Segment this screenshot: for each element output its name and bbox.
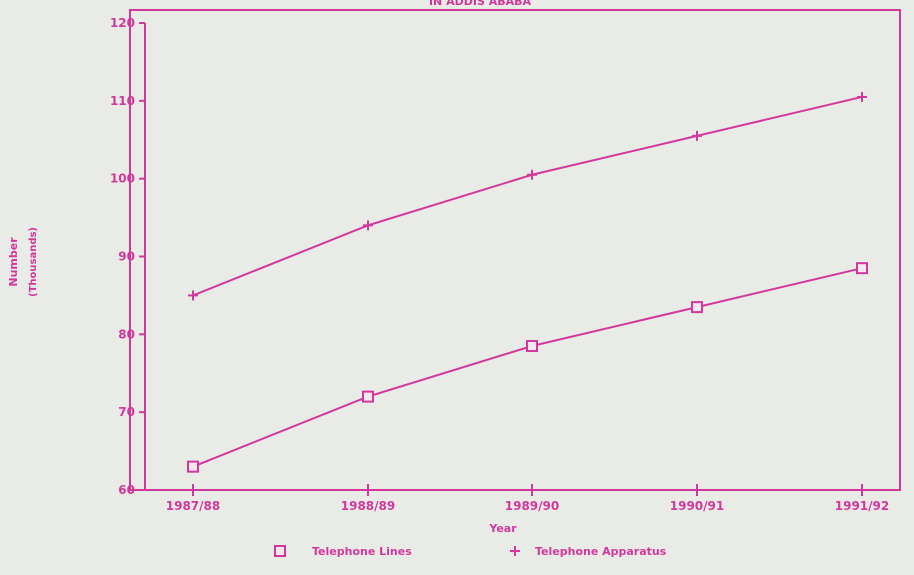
legend-label: Telephone Apparatus bbox=[535, 545, 667, 558]
data-point bbox=[363, 220, 373, 231]
chart-title: IN ADDIS ABABA bbox=[429, 0, 532, 8]
data-point bbox=[691, 301, 703, 314]
y-tick-label: 80 bbox=[118, 327, 135, 341]
legend: Telephone Lines Telephone Apparatus bbox=[274, 545, 667, 558]
data-point bbox=[856, 262, 868, 275]
data-point bbox=[526, 340, 538, 353]
y-axis: 60 70 80 90 100 110 120 bbox=[110, 16, 146, 497]
x-axis-label: Year bbox=[488, 522, 517, 535]
legend-marker bbox=[274, 545, 286, 557]
y-axis-label: Number bbox=[7, 237, 20, 287]
legend-marker bbox=[510, 546, 520, 556]
y-tick-label: 60 bbox=[118, 483, 135, 497]
x-axis: 1987/88 1988/89 1989/90 1990/91 1991/92 bbox=[145, 484, 889, 513]
x-tick-label: 1987/88 bbox=[166, 499, 220, 513]
data-point bbox=[187, 460, 199, 473]
data-point bbox=[527, 169, 537, 180]
y-tick-label: 70 bbox=[118, 405, 135, 419]
x-tick-label: 1989/90 bbox=[505, 499, 559, 513]
y-tick-label: 90 bbox=[118, 250, 135, 264]
y-tick-label: 110 bbox=[110, 94, 135, 108]
x-tick-label: 1990/91 bbox=[670, 499, 724, 513]
x-tick-label: 1991/92 bbox=[835, 499, 889, 513]
legend-label: Telephone Lines bbox=[312, 545, 412, 558]
x-tick-label: 1988/89 bbox=[341, 499, 395, 513]
series-square bbox=[187, 262, 868, 473]
series-plus bbox=[188, 91, 867, 301]
y-tick-label: 100 bbox=[110, 172, 135, 186]
y-tick-label: 120 bbox=[110, 16, 135, 30]
data-point bbox=[188, 290, 198, 301]
data-point bbox=[857, 91, 867, 102]
data-point bbox=[362, 390, 374, 403]
series-layer bbox=[187, 91, 868, 473]
y-axis-unit-label: (Thousands) bbox=[28, 227, 39, 297]
data-point bbox=[692, 130, 702, 141]
